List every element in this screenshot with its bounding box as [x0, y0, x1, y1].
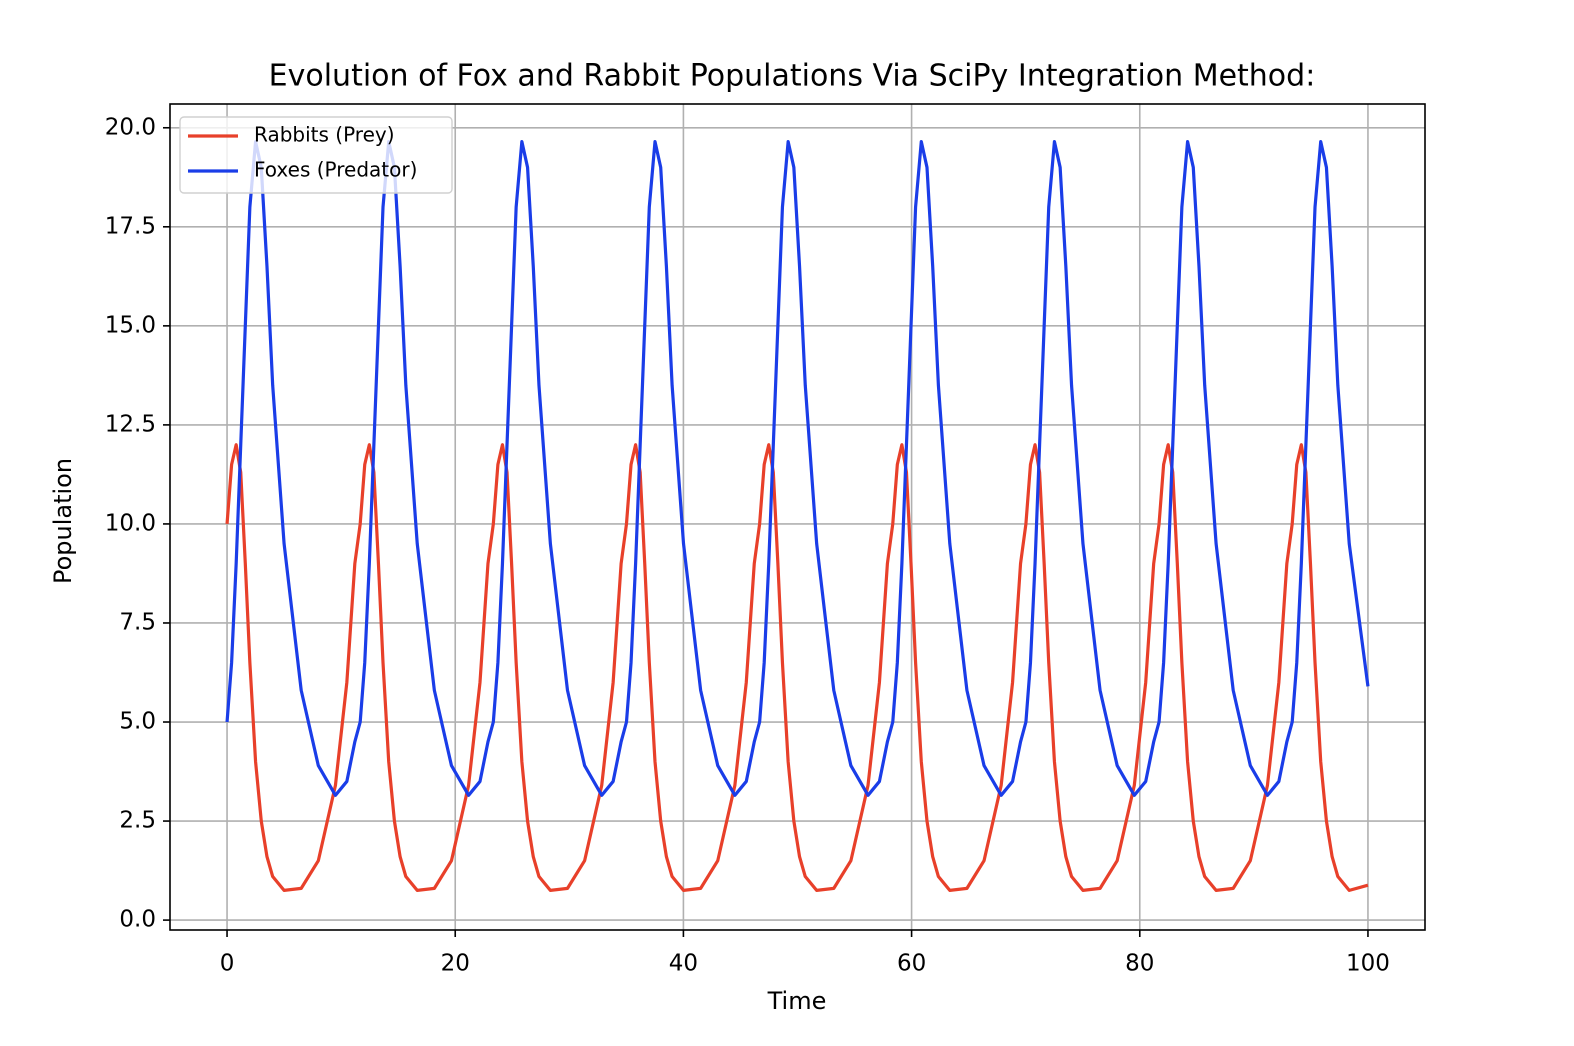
x-axis-label: Time: [767, 987, 827, 1015]
x-tick-label: 20: [441, 951, 470, 977]
y-tick-label: 2.5: [119, 808, 156, 834]
y-tick-label: 0.0: [119, 907, 156, 933]
legend-box: [179, 116, 453, 194]
y-tick-label: 17.5: [105, 213, 156, 239]
legend-label: Foxes (Predator): [254, 158, 417, 182]
chart-title: Evolution of Fox and Rabbit Populations …: [269, 59, 1316, 94]
line-series: [225, 443, 1369, 892]
legend-label: Rabbits (Prey): [254, 123, 395, 147]
y-tick-label: 10.0: [105, 510, 156, 536]
y-tick-label: 12.5: [105, 411, 156, 437]
x-tick-label: 100: [1346, 951, 1390, 977]
x-tick-label: 40: [669, 951, 698, 977]
x-tick-label: 0: [220, 951, 235, 977]
x-tick-label: 80: [1125, 951, 1154, 977]
plot-frame: [169, 103, 1426, 931]
x-tick-label: 60: [897, 951, 926, 977]
y-tick-label: 15.0: [105, 312, 156, 338]
y-axis-label: Population: [49, 458, 77, 584]
line-series: [225, 140, 1370, 797]
y-tick-label: 5.0: [119, 709, 156, 735]
y-tick-label: 7.5: [119, 609, 156, 635]
y-tick-label: 20.0: [105, 114, 156, 140]
